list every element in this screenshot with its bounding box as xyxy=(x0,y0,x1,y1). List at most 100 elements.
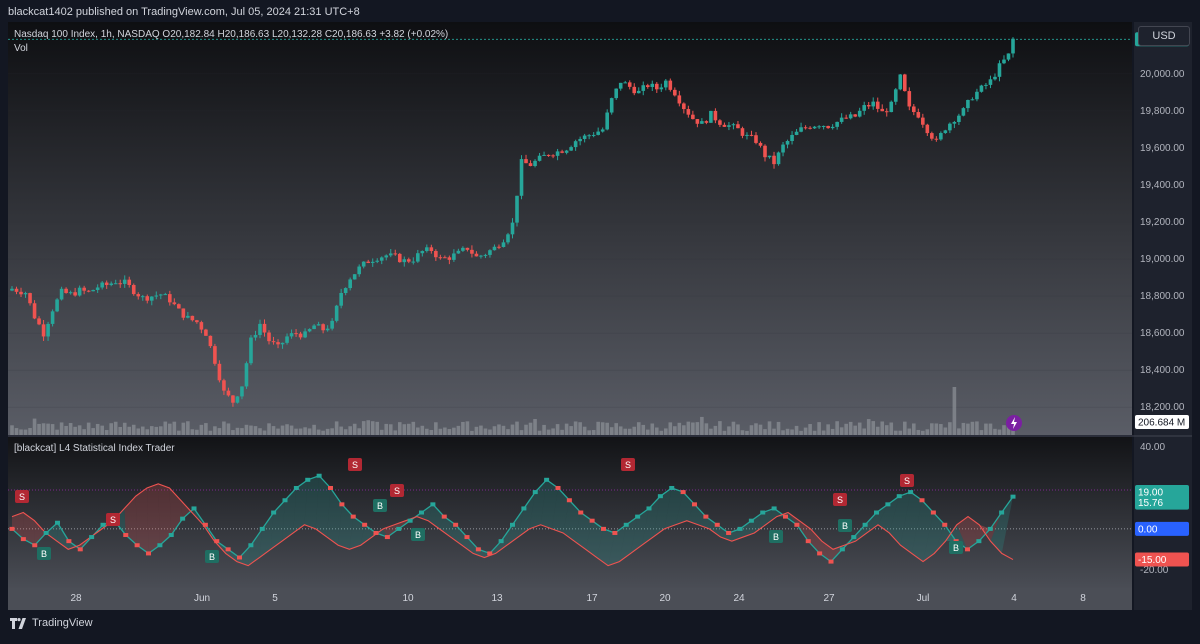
volume-bar xyxy=(677,422,682,435)
candle-body xyxy=(352,274,357,280)
volume-bar xyxy=(700,416,704,435)
volume-bar xyxy=(497,424,501,435)
candle-body xyxy=(916,112,921,118)
volume-bar xyxy=(470,430,474,435)
volume-bar xyxy=(140,426,145,435)
volume-bar xyxy=(857,422,862,435)
indicator-fill xyxy=(338,504,354,550)
price-tick-label: 19,200.00 xyxy=(1140,217,1185,228)
volume-bar xyxy=(740,430,745,435)
volume-bar xyxy=(835,421,839,435)
volume-bar xyxy=(222,421,226,435)
indicator-step xyxy=(976,539,982,544)
indicator-fill xyxy=(304,475,320,529)
indicator-fill xyxy=(45,522,58,542)
candle-body xyxy=(623,82,628,84)
indicator-step xyxy=(293,485,299,490)
volume-bar xyxy=(691,422,695,435)
volume-bar xyxy=(794,425,799,435)
indicator-fill xyxy=(506,508,524,546)
volume-bar xyxy=(808,424,812,435)
indicator-zero-tag: 0.00 xyxy=(1138,524,1158,535)
volume-bar xyxy=(763,429,767,435)
volume-bar xyxy=(537,430,542,435)
indicator-fill xyxy=(540,479,558,529)
volume-bar xyxy=(501,425,506,435)
sell-signal-label: S xyxy=(352,460,358,470)
currency-button[interactable]: USD xyxy=(1138,26,1190,46)
candle-body xyxy=(474,253,479,257)
indicator-fill xyxy=(12,512,24,540)
volume-bar xyxy=(312,424,316,435)
sell-signal-label: S xyxy=(625,460,631,470)
volume-bar xyxy=(587,430,591,435)
indicator-fill xyxy=(979,512,1002,542)
candle-body xyxy=(844,117,848,119)
indicator-fill xyxy=(529,479,547,529)
volume-bar xyxy=(961,422,966,435)
time-tick-label: 13 xyxy=(491,593,503,604)
candle-body xyxy=(546,154,551,156)
candle-body xyxy=(1006,53,1011,60)
indicator-step xyxy=(9,526,15,531)
indicator-step xyxy=(737,526,743,531)
indicator-pane-background xyxy=(8,437,1132,588)
candle-body xyxy=(790,134,794,141)
buy-signal-label: B xyxy=(842,521,848,531)
indicator-step xyxy=(475,547,481,552)
volume-bar xyxy=(948,422,952,435)
volume-bar xyxy=(452,427,456,435)
candle-body xyxy=(758,142,763,146)
candle-body xyxy=(736,124,740,129)
indicator-step xyxy=(339,502,345,507)
volume-bar xyxy=(555,424,560,435)
time-tick-label: 4 xyxy=(1011,593,1017,604)
indicator-step xyxy=(680,490,686,495)
candle-body xyxy=(573,141,578,148)
volume-bar xyxy=(416,427,420,435)
volume-bar xyxy=(758,424,763,435)
volume-bar xyxy=(970,421,975,435)
volume-bar xyxy=(384,423,389,435)
volume-legend[interactable]: Vol xyxy=(14,43,28,54)
volume-bar xyxy=(930,423,934,435)
candle-body xyxy=(970,99,975,101)
indicator-fill xyxy=(259,512,274,558)
low-value: L20,132.28 xyxy=(271,29,323,40)
volume-bar xyxy=(73,426,77,435)
candle-body xyxy=(975,91,979,100)
volume-bar xyxy=(429,429,434,435)
candle-body xyxy=(470,249,474,254)
time-axis-background xyxy=(8,588,1132,610)
indicator-step xyxy=(157,543,163,548)
slow-line xyxy=(11,483,1014,567)
candle-body xyxy=(889,101,894,113)
candle-body xyxy=(659,87,664,90)
candle-body xyxy=(524,159,528,164)
indicator-step xyxy=(271,510,277,515)
candle-body xyxy=(109,283,113,286)
volume-bar xyxy=(154,426,159,435)
time-tick-label: 24 xyxy=(733,593,745,604)
indicator-step xyxy=(362,522,368,527)
volume-bar xyxy=(551,428,555,435)
candle-body xyxy=(204,329,208,336)
indicator-fill xyxy=(619,516,638,562)
volume-bar xyxy=(68,423,73,435)
indicator-fill xyxy=(236,545,251,566)
volume-bar xyxy=(461,421,465,435)
candle-body xyxy=(122,279,127,284)
candle-body xyxy=(902,74,907,92)
volume-bar xyxy=(402,424,407,435)
symbol-label[interactable]: Nasdaq 100 Index, 1h, NASDAQ xyxy=(14,29,160,40)
volume-bar xyxy=(307,428,312,435)
indicator-step xyxy=(498,539,504,544)
indicator-legend[interactable]: [blackcat] L4 Statistical Index Trader xyxy=(14,443,175,454)
indicator-fill xyxy=(225,549,240,562)
candle-body xyxy=(587,135,591,137)
indicator-fill xyxy=(473,549,490,558)
volume-bar xyxy=(379,429,384,435)
candle-body xyxy=(857,110,862,117)
